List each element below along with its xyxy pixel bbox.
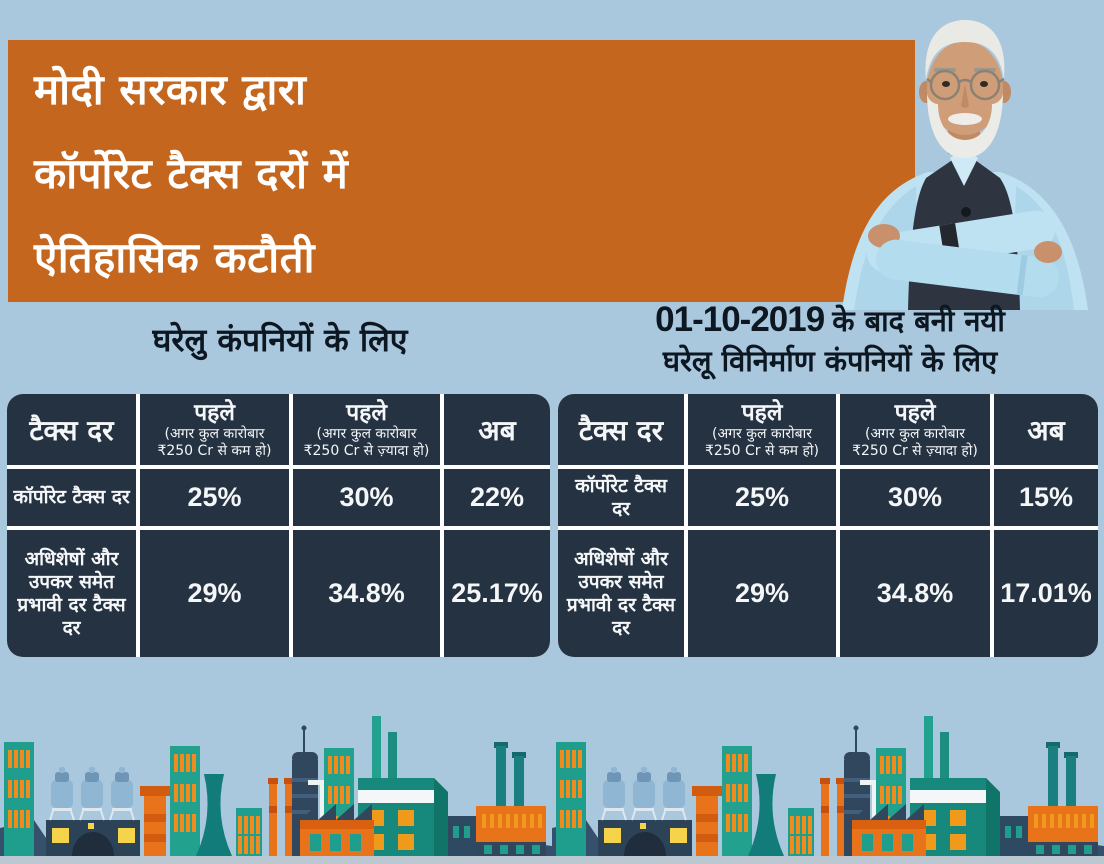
right-corporate-before-under: 25% — [688, 469, 836, 526]
domestic-companies-table: टैक्स दर पहले (अगर कुल कारोबार ₹250 Cr स… — [7, 394, 550, 657]
poster-title-line-3: ऐतिहासिक कटौती — [34, 233, 315, 282]
left-section-title: घरेलु कंपनियों के लिए — [152, 321, 408, 359]
right-title-line-1: 01-10-2019 के बाद बनी नयी — [556, 300, 1104, 341]
right-section-title: 01-10-2019 के बाद बनी नयी घरेलू विनिर्माण… — [556, 300, 1104, 381]
right-row-corporate-label: कॉर्पोरेट टैक्स दर — [558, 469, 684, 526]
new-manufacturing-companies-table: टैक्स दर पहले (अगर कुल कारोबार ₹250 Cr स… — [558, 394, 1098, 657]
modi-portrait-image — [824, 0, 1104, 310]
left-corporate-now: 22% — [444, 469, 550, 526]
header-banner: मोदी सरकार द्वारा कॉर्पोरेट टैक्स दरों म… — [8, 40, 915, 302]
left-corporate-before-under: 25% — [140, 469, 289, 526]
right-corporate-now: 15% — [994, 469, 1098, 526]
skyline-svg — [0, 690, 1104, 864]
poster-title: मोदी सरकार द्वारा कॉर्पोरेट टैक्स दरों म… — [34, 48, 348, 300]
right-effective-before-over: 34.8% — [840, 530, 990, 657]
ground-strip — [0, 856, 1104, 864]
left-effective-now: 25.17% — [444, 530, 550, 657]
left-row-effective-label: अधिशेषों और उपकर समेत प्रभावी दर टैक्स द… — [7, 530, 136, 657]
right-header-before-over-250cr: पहले (अगर कुल कारोबार ₹250 Cr से ज़्यादा… — [840, 394, 990, 465]
left-effective-before-over: 34.8% — [293, 530, 440, 657]
right-title-line-2: घरेलू विनिर्माण कंपनियों के लिए — [662, 344, 998, 378]
right-title-line-1-rest: के बाद बनी नयी — [832, 304, 1005, 338]
left-header-now: अब — [444, 394, 550, 465]
left-row-corporate-label: कॉर्पोरेट टैक्स दर — [7, 469, 136, 526]
right-header-before-under-250cr: पहले (अगर कुल कारोबार ₹250 Cr से कम हो) — [688, 394, 836, 465]
right-corporate-before-over: 30% — [840, 469, 990, 526]
poster-title-line-1: मोदी सरकार द्वारा — [34, 65, 307, 114]
right-row-effective-label: अधिशेषों और उपकर समेत प्रभावी दर टैक्स द… — [558, 530, 684, 657]
right-header-tax-rate: टैक्स दर — [558, 394, 684, 465]
poster-title-line-2: कॉर्पोरेट टैक्स दरों में — [34, 149, 349, 198]
right-effective-now: 17.01% — [994, 530, 1098, 657]
left-header-tax-rate: टैक्स दर — [7, 394, 136, 465]
portrait-illustration — [842, 20, 1088, 310]
effective-date: 01-10-2019 — [655, 300, 825, 339]
right-effective-before-under: 29% — [688, 530, 836, 657]
right-header-now: अब — [994, 394, 1098, 465]
left-header-before-under-250cr: पहले (अगर कुल कारोबार ₹250 Cr से कम हो) — [140, 394, 289, 465]
left-corporate-before-over: 30% — [293, 469, 440, 526]
left-header-before-over-250cr: पहले (अगर कुल कारोबार ₹250 Cr से ज़्यादा… — [293, 394, 440, 465]
industrial-skyline-illustration — [0, 690, 1104, 864]
left-effective-before-under: 29% — [140, 530, 289, 657]
